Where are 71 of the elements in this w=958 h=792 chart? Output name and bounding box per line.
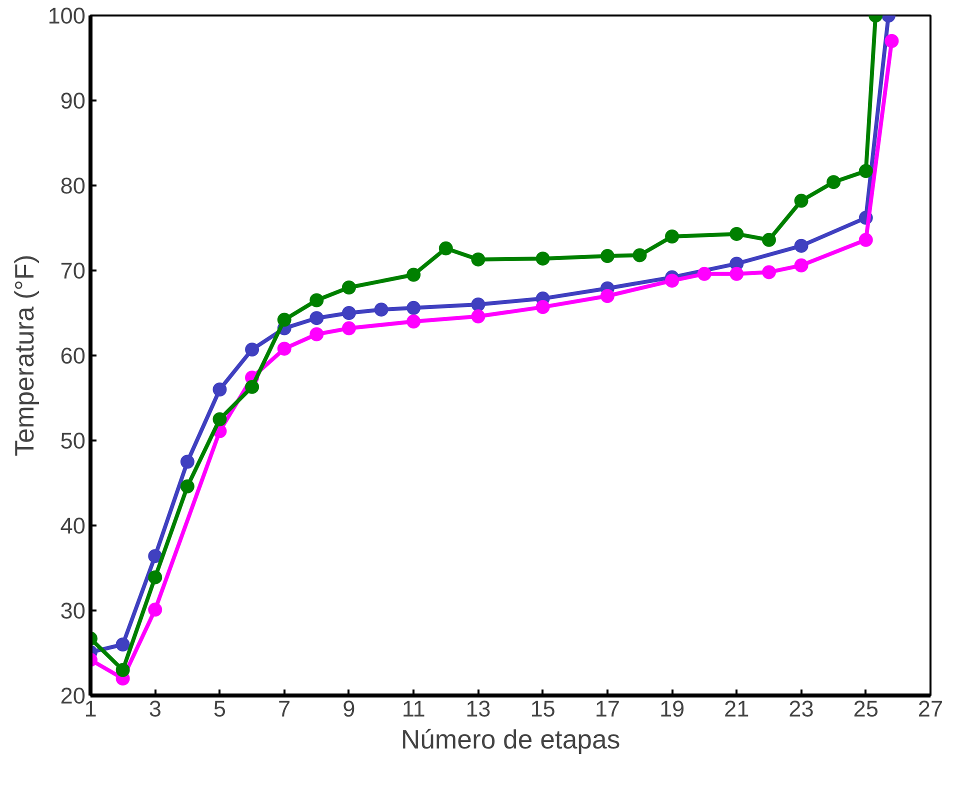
point	[148, 602, 162, 617]
x-tick-label: 9	[342, 696, 356, 722]
point	[342, 321, 356, 336]
point	[406, 268, 421, 282]
point	[245, 342, 260, 357]
point	[342, 306, 356, 320]
x-axis-title: Número de etapas	[400, 724, 620, 754]
point	[794, 194, 808, 208]
y-tick-label: 60	[60, 342, 86, 368]
y-tick-label: 50	[60, 428, 86, 454]
point	[277, 312, 292, 327]
point	[632, 248, 647, 262]
point	[471, 309, 486, 324]
y-tick-label: 80	[60, 172, 86, 198]
x-tick-label: 15	[530, 696, 556, 722]
x-tick-label: 11	[402, 696, 426, 722]
x-tick-label: 17	[594, 696, 620, 722]
point	[116, 663, 130, 677]
point	[148, 570, 162, 584]
y-tick-label: 40	[60, 512, 86, 538]
point	[471, 252, 486, 266]
point	[148, 549, 162, 564]
x-tick-label: 1	[84, 696, 97, 722]
point	[600, 249, 614, 264]
x-tick-label: 21	[724, 696, 750, 722]
point	[212, 382, 227, 396]
point	[374, 302, 388, 317]
y-axis-title: Temperatura (°F)	[10, 254, 40, 456]
point	[794, 238, 808, 253]
point	[826, 175, 841, 190]
point	[245, 380, 260, 394]
point	[665, 230, 680, 244]
y-tick-label: 30	[60, 598, 86, 624]
point	[762, 265, 776, 280]
point	[438, 241, 453, 256]
x-tick-label: 3	[148, 696, 162, 722]
point	[600, 289, 614, 303]
point	[342, 280, 356, 294]
point	[665, 274, 680, 288]
y-tick-label: 90	[60, 88, 86, 114]
x-tick-label: 25	[853, 696, 878, 722]
point	[730, 266, 744, 281]
x-tick-label: 13	[466, 696, 491, 722]
point	[471, 298, 486, 312]
point	[116, 638, 130, 652]
point	[730, 226, 744, 241]
point	[884, 34, 899, 48]
point	[310, 311, 324, 326]
point	[406, 300, 421, 315]
point	[697, 266, 712, 281]
point	[212, 412, 227, 426]
point	[536, 300, 550, 314]
y-tick-label: 20	[60, 682, 86, 708]
point	[762, 232, 776, 247]
x-tick-label: 27	[918, 696, 944, 722]
point	[310, 327, 324, 342]
point	[180, 479, 194, 494]
point	[858, 232, 873, 247]
y-tick-label: 100	[48, 2, 86, 28]
point	[277, 342, 292, 356]
x-tick-label: 23	[788, 696, 814, 722]
point	[180, 454, 194, 469]
x-tick-label: 7	[278, 696, 291, 722]
x-tick-label: 19	[659, 696, 685, 722]
point	[310, 293, 324, 308]
point	[406, 314, 421, 328]
y-tick-label: 70	[60, 258, 86, 284]
point	[858, 164, 873, 178]
point	[536, 252, 550, 266]
x-tick-label: 5	[213, 696, 226, 722]
point	[794, 258, 808, 272]
